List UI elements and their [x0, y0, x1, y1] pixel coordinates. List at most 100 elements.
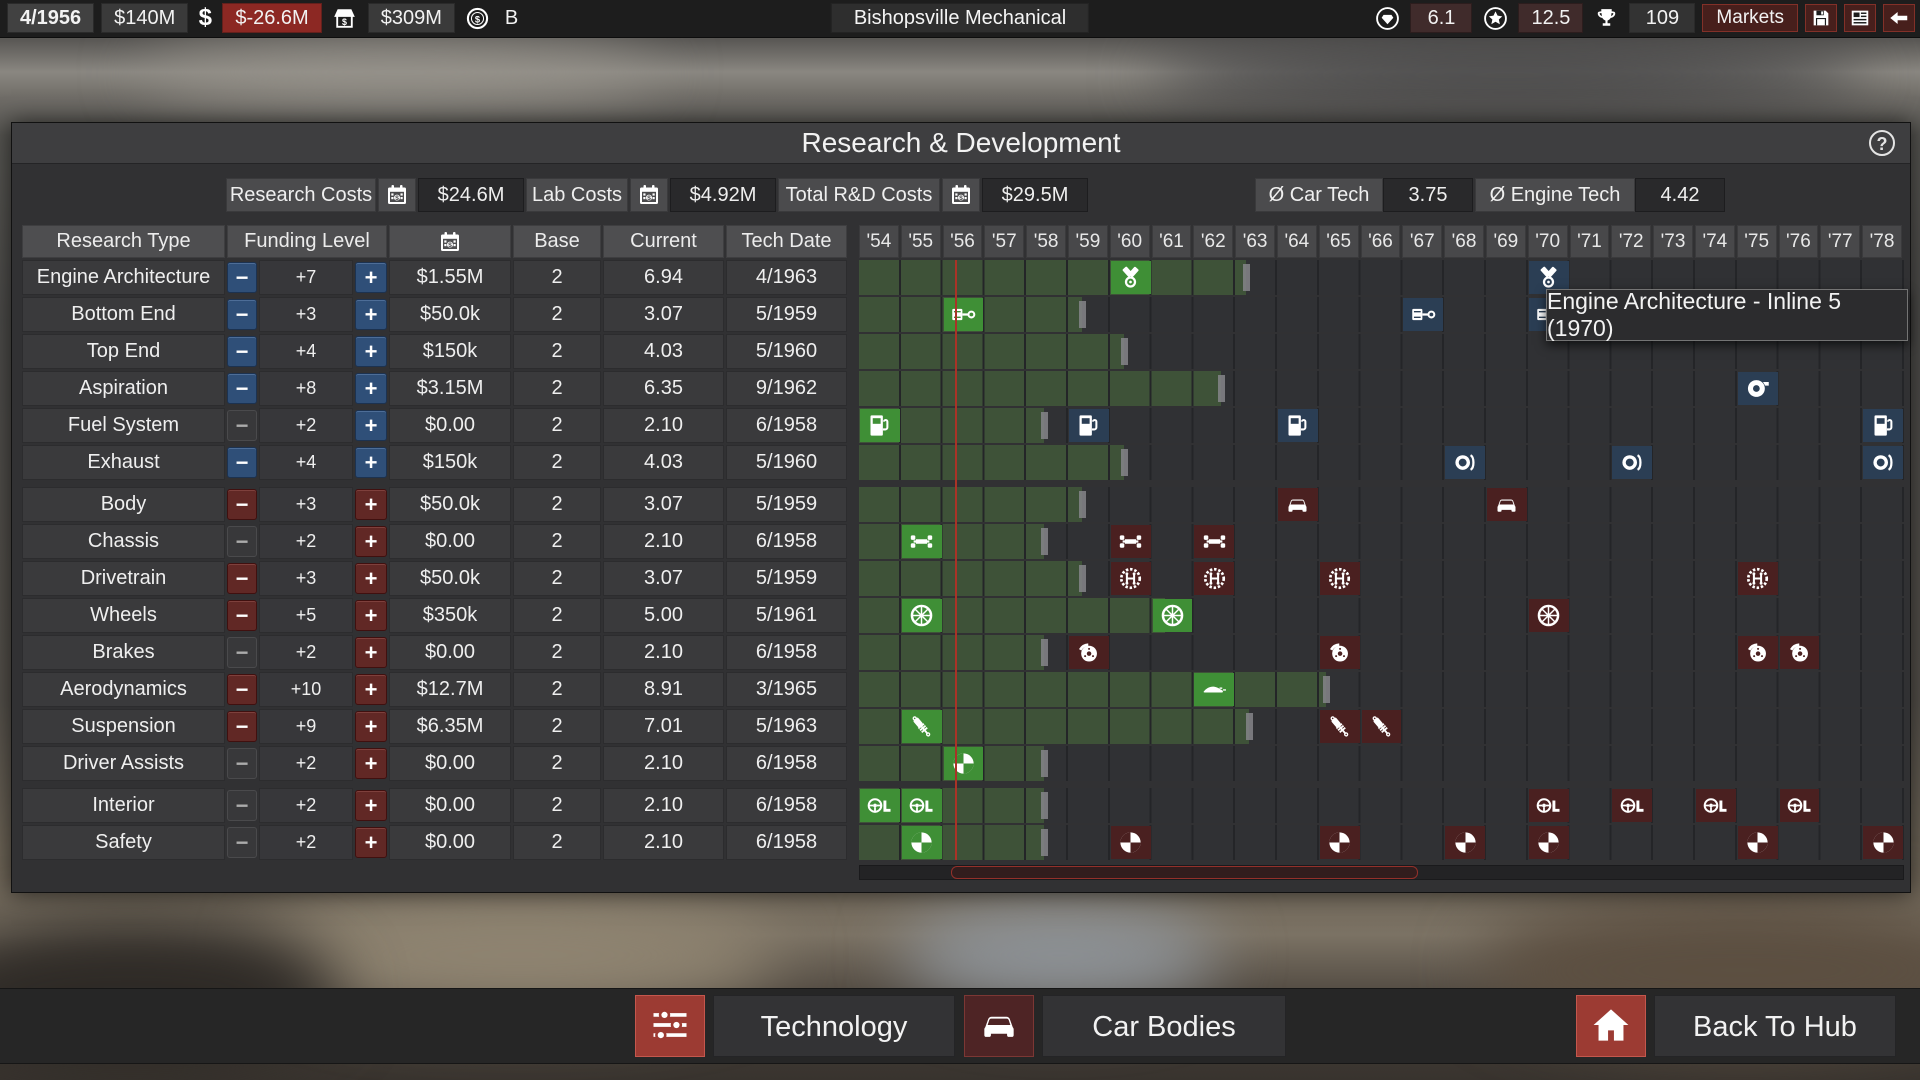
tech-marker-fuel-pump[interactable] [860, 409, 900, 442]
tech-marker-car-front[interactable] [1278, 488, 1318, 521]
tech-marker-chassis[interactable] [901, 525, 942, 558]
funding-increase-button[interactable]: + [355, 711, 387, 742]
tech-marker-steering-luxury[interactable] [860, 789, 900, 822]
tech-marker-gearbox[interactable] [1737, 562, 1778, 595]
tech-marker-steering-luxury[interactable] [901, 789, 942, 822]
tech-marker-muffler[interactable] [1445, 446, 1485, 479]
year-header: '64 [1276, 225, 1317, 258]
tech-marker-wheel[interactable] [1152, 599, 1193, 632]
funding-increase-button[interactable]: + [355, 336, 387, 367]
tech-marker-gearbox[interactable] [1194, 562, 1235, 595]
tech-marker-gearbox[interactable] [1319, 562, 1360, 595]
technology-button[interactable]: Technology [713, 995, 955, 1057]
funding-increase-button[interactable]: + [355, 748, 387, 779]
tech-marker-fuel-pump[interactable] [1069, 409, 1109, 442]
tech-marker-piston[interactable] [943, 298, 984, 331]
funding-decrease-button[interactable]: − [227, 674, 257, 705]
funding-decrease-button[interactable]: − [227, 637, 257, 668]
funding-increase-button[interactable]: + [355, 526, 387, 557]
tech-marker-shock-absorber[interactable] [1361, 710, 1402, 743]
funding-increase-button[interactable]: + [355, 674, 387, 705]
tech-marker-crash-roundel[interactable] [1528, 826, 1569, 859]
tech-marker-turbocharger[interactable] [1737, 372, 1778, 405]
funding-increase-button[interactable]: + [355, 790, 387, 821]
funding-decrease-button[interactable]: − [227, 711, 257, 742]
tech-marker-muffler[interactable] [1612, 446, 1653, 479]
tech-marker-crash-roundel[interactable] [1863, 826, 1903, 859]
newspaper-button[interactable] [1844, 4, 1876, 32]
research-progress-bar [859, 260, 1246, 295]
funding-decrease-button[interactable]: − [227, 447, 257, 478]
research-row: Safety − +2 + $0.00 2 2.10 6/1958 [22, 825, 847, 860]
funding-increase-button[interactable]: + [355, 563, 387, 594]
technology-tab-button[interactable] [635, 995, 705, 1057]
tech-marker-brake-disc[interactable] [1319, 636, 1360, 669]
car-bodies-button[interactable]: Car Bodies [1042, 995, 1286, 1057]
tech-marker-steering-luxury[interactable] [1612, 789, 1653, 822]
research-row: Body − +3 + $50.0k 2 3.07 5/1959 [22, 487, 847, 522]
factory-assets-icon: $ [329, 3, 361, 33]
funding-increase-button[interactable]: + [355, 637, 387, 668]
timeline-scrollbar-thumb[interactable] [951, 866, 1418, 879]
tech-marker-aero-car[interactable] [1194, 673, 1235, 706]
tech-marker-shock-absorber[interactable] [1319, 710, 1360, 743]
tech-marker-steering-luxury[interactable] [1696, 789, 1736, 822]
funding-increase-button[interactable]: + [355, 410, 387, 441]
funding-decrease-button[interactable]: − [227, 563, 257, 594]
tech-marker-muffler[interactable] [1863, 446, 1903, 479]
funding-increase-button[interactable]: + [355, 262, 387, 293]
tech-marker-wheel[interactable] [1528, 599, 1569, 632]
funding-increase-button[interactable]: + [355, 373, 387, 404]
tech-marker-fuel-pump[interactable] [1863, 409, 1903, 442]
tech-marker-chassis[interactable] [1110, 525, 1151, 558]
help-button[interactable]: ? [1869, 130, 1895, 156]
tech-marker-crash-roundel[interactable] [1737, 826, 1778, 859]
tech-marker-steering-luxury[interactable] [1528, 789, 1569, 822]
funding-decrease-button[interactable]: − [227, 410, 257, 441]
tech-marker-crash-roundel[interactable] [1445, 826, 1485, 859]
tech-marker-fuel-pump[interactable] [1278, 409, 1318, 442]
current-tech-value: 7.01 [603, 709, 724, 744]
timeline-row [859, 445, 1904, 480]
funding-decrease-button[interactable]: − [227, 262, 257, 293]
funding-increase-button[interactable]: + [355, 299, 387, 330]
funding-increase-button[interactable]: + [355, 600, 387, 631]
funding-decrease-button[interactable]: − [227, 790, 257, 821]
tech-marker-car-front[interactable] [1487, 488, 1527, 521]
tech-marker-piston[interactable] [1403, 298, 1444, 331]
markets-button[interactable]: Markets [1702, 4, 1798, 32]
current-tech-value: 3.07 [603, 561, 724, 596]
tech-marker-gearbox[interactable] [1110, 562, 1151, 595]
funding-decrease-button[interactable]: − [227, 373, 257, 404]
funding-decrease-button[interactable]: − [227, 600, 257, 631]
funding-decrease-button[interactable]: − [227, 489, 257, 520]
funding-decrease-button[interactable]: − [227, 827, 257, 858]
tech-marker-brake-disc[interactable] [1737, 636, 1778, 669]
funding-increase-button[interactable]: + [355, 489, 387, 520]
tech-marker-steering-luxury[interactable] [1779, 789, 1820, 822]
current-tech-value: 2.10 [603, 788, 724, 823]
home-tab-button[interactable] [1576, 995, 1646, 1057]
svg-text:$: $ [342, 16, 347, 26]
funding-decrease-button[interactable]: − [227, 748, 257, 779]
tech-marker-brake-disc[interactable] [1779, 636, 1820, 669]
tech-marker-shock-absorber[interactable] [901, 710, 942, 743]
back-button[interactable] [1883, 4, 1915, 32]
tech-marker-wheel[interactable] [901, 599, 942, 632]
research-cost-value: $1.55M [389, 260, 511, 295]
funding-decrease-button[interactable]: − [227, 526, 257, 557]
tech-marker-v-engine[interactable] [1110, 261, 1151, 294]
tech-marker-brake-disc[interactable] [1069, 636, 1109, 669]
funding-decrease-button[interactable]: − [227, 336, 257, 367]
tech-marker-crash-roundel[interactable] [901, 826, 942, 859]
back-to-hub-button[interactable]: Back To Hub [1654, 995, 1896, 1057]
funding-increase-button[interactable]: + [355, 827, 387, 858]
tech-marker-crash-roundel[interactable] [1110, 826, 1151, 859]
save-button[interactable] [1805, 4, 1837, 32]
tech-marker-chassis[interactable] [1194, 525, 1235, 558]
funding-increase-button[interactable]: + [355, 447, 387, 478]
tech-marker-crash-roundel[interactable] [943, 747, 984, 780]
car-bodies-tab-button[interactable] [964, 995, 1034, 1057]
funding-decrease-button[interactable]: − [227, 299, 257, 330]
tech-marker-crash-roundel[interactable] [1319, 826, 1360, 859]
